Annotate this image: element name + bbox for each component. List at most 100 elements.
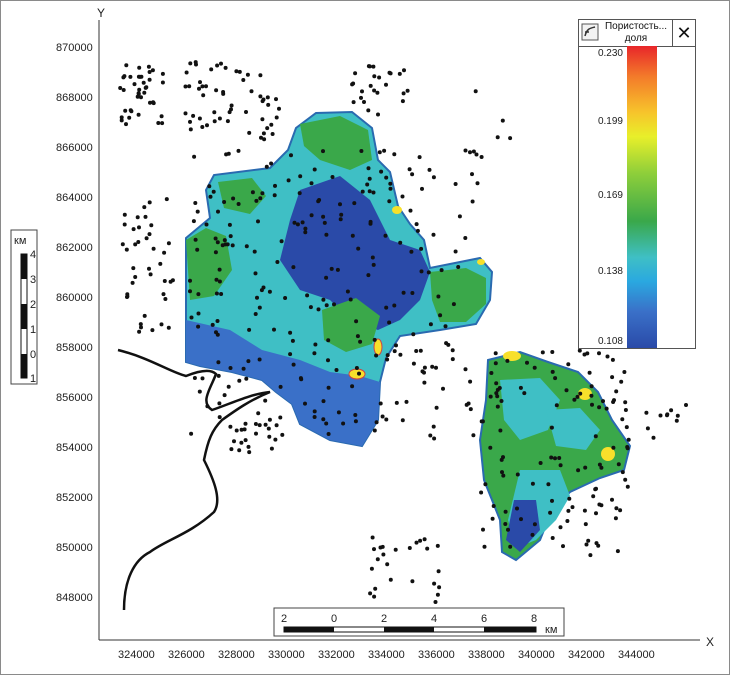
x-tick-label: 336000 [418, 649, 455, 661]
well-point [623, 408, 628, 412]
well-point [375, 557, 380, 562]
well-point [326, 432, 331, 436]
well-point [253, 271, 258, 276]
well-point [463, 367, 468, 372]
well-point [550, 498, 554, 503]
well-point [411, 361, 416, 366]
well-point [188, 289, 192, 294]
well-point [187, 84, 192, 89]
well-point [583, 522, 588, 527]
well-point [278, 415, 283, 420]
well-point [313, 342, 318, 347]
well-point [615, 549, 620, 554]
well-point [500, 470, 504, 475]
well-point [614, 389, 619, 394]
well-point [414, 349, 419, 353]
well-point [273, 437, 278, 442]
well-point [499, 399, 504, 403]
well-point [228, 366, 233, 370]
well-point [434, 405, 439, 410]
well-point [436, 294, 441, 299]
well-point [604, 406, 609, 411]
well-point [610, 375, 615, 380]
well-point [570, 505, 575, 510]
well-point [470, 199, 475, 204]
well-point [675, 413, 680, 418]
well-point [214, 88, 219, 93]
well-point [309, 181, 314, 186]
well-point [184, 70, 189, 75]
well-point [392, 303, 397, 308]
vertical-scale-segment [21, 254, 27, 279]
well-point [138, 74, 143, 79]
well-point [538, 461, 543, 465]
well-point [622, 370, 627, 374]
well-point [207, 184, 212, 189]
well-point [208, 194, 213, 199]
well-point [367, 189, 372, 194]
well-point [431, 424, 436, 429]
well-point [409, 249, 414, 254]
well-point [273, 183, 277, 188]
well-point [684, 403, 688, 407]
y-tick-label: 866000 [56, 142, 93, 154]
well-point [280, 432, 285, 437]
well-point [380, 414, 385, 419]
mid-low-zone [500, 378, 560, 440]
well-point [372, 337, 377, 342]
well-point [183, 84, 188, 89]
well-point [554, 403, 559, 408]
x-tick-label: 326000 [168, 649, 205, 661]
well-point [585, 351, 590, 356]
well-point [260, 117, 265, 122]
well-point [437, 585, 442, 590]
well-point [479, 155, 484, 159]
well-point [213, 236, 218, 241]
well-point [150, 328, 155, 333]
mid-porosity-zone [300, 116, 372, 170]
well-point [196, 311, 201, 316]
well-point [463, 236, 468, 240]
well-point [453, 249, 458, 254]
well-point [214, 291, 219, 296]
gradient-icon[interactable] [581, 23, 599, 41]
well-point [420, 186, 424, 191]
well-point [229, 103, 234, 108]
well-point [205, 123, 209, 128]
well-point [353, 71, 358, 76]
well-point [414, 540, 419, 545]
well-point [131, 227, 136, 232]
legend-header[interactable]: Пористость... доля ✕ [579, 20, 695, 47]
well-point [481, 527, 485, 532]
well-point [456, 265, 461, 269]
well-point [283, 296, 288, 300]
well-point [326, 385, 331, 390]
color-legend-panel[interactable]: Пористость... доля ✕ 0.230 0.199 0.169 0… [578, 19, 696, 349]
well-point [321, 149, 325, 154]
well-point [226, 384, 231, 389]
well-point [384, 417, 389, 422]
y-tick-label: 862000 [56, 242, 93, 254]
well-point [220, 243, 225, 248]
well-point [270, 132, 275, 136]
well-point [148, 100, 152, 105]
well-point [426, 270, 431, 275]
well-point [200, 376, 205, 381]
well-point [371, 64, 376, 69]
well-point [247, 327, 252, 332]
close-button[interactable]: ✕ [672, 20, 695, 46]
low-porosity-core [506, 500, 540, 552]
well-point [265, 95, 270, 100]
well-point [143, 214, 148, 219]
well-point [188, 278, 192, 283]
well-point [162, 279, 167, 283]
well-point [217, 116, 222, 121]
well-point [308, 305, 313, 310]
well-point [223, 65, 228, 70]
well-point [321, 417, 326, 422]
well-point [259, 135, 263, 140]
well-point [665, 413, 669, 418]
well-point [170, 278, 175, 283]
well-point [147, 70, 152, 74]
